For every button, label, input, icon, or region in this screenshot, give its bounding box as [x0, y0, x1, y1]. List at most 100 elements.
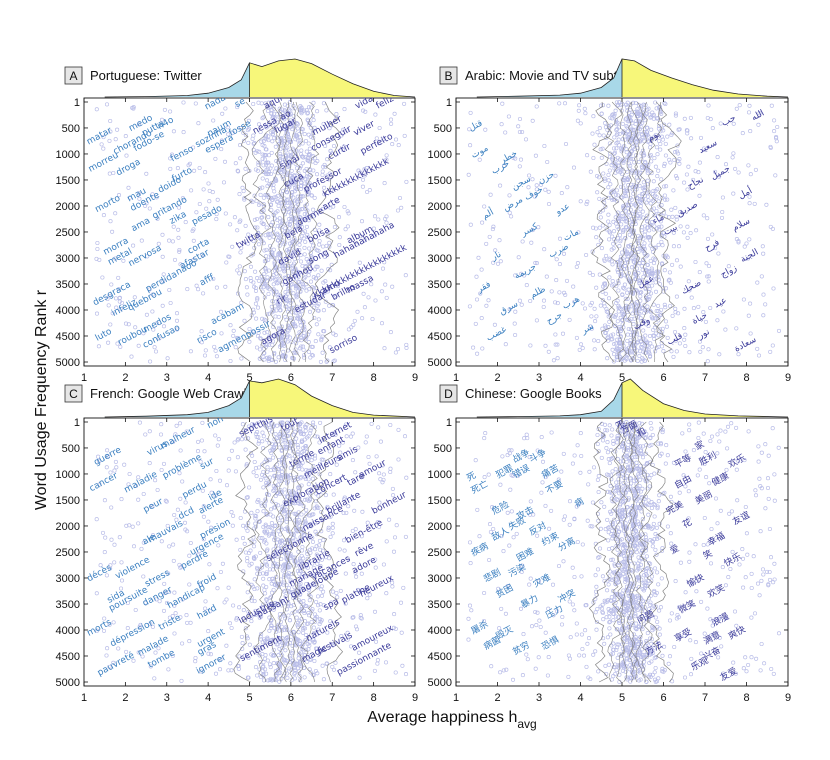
y-tick-label: 3000: [56, 253, 80, 265]
word-dot: [282, 641, 287, 646]
word-dot: [306, 647, 311, 652]
word-dot: [289, 123, 294, 128]
word-dot: [269, 441, 274, 446]
word-dot: [316, 464, 321, 469]
word-dot: [269, 207, 274, 213]
word-dot: [689, 656, 694, 661]
word-dot: [272, 292, 277, 297]
word-dot: [281, 115, 286, 120]
word-dot: [317, 222, 322, 227]
word-dot: [308, 279, 314, 284]
word-dot: [546, 349, 551, 354]
word-dot: [246, 241, 251, 246]
word-dot: [609, 259, 614, 264]
word-dot: [367, 592, 372, 597]
word-dot: [180, 597, 185, 602]
word-dot: [639, 125, 644, 130]
word-dot: [665, 197, 670, 202]
word-dot: [608, 154, 613, 159]
word-dot: [318, 420, 323, 425]
word-dot: [285, 328, 290, 333]
word-dot: [649, 641, 654, 646]
y-tick-label: 4000: [428, 305, 452, 317]
word-dot: [675, 612, 680, 618]
word-dot: [651, 197, 656, 202]
word-dot: [302, 168, 307, 173]
word-dot: [606, 172, 611, 177]
word-dot: [266, 215, 271, 220]
word-dot: [297, 242, 302, 247]
word-dot: [662, 122, 667, 127]
word-dot: [616, 163, 621, 168]
word-dot: [238, 515, 243, 521]
word-dot: [281, 580, 287, 585]
word-dot: [249, 278, 254, 284]
word-dot: [637, 279, 642, 284]
word-dot: [269, 652, 274, 657]
word-dot: [615, 120, 620, 125]
word-dot: [139, 238, 144, 243]
word-dot: [296, 630, 301, 635]
word-dot: [615, 210, 620, 215]
word-dot: [281, 334, 286, 339]
word-dot: [763, 302, 768, 307]
x-tick-label: 3: [164, 692, 170, 704]
word-dot: [602, 258, 607, 263]
word-dot: [645, 213, 650, 218]
word-dot: [320, 169, 325, 174]
word-dot: [656, 499, 661, 504]
word-dot: [310, 344, 315, 349]
word-dot: [630, 187, 635, 192]
word-dot: [314, 599, 319, 605]
word-dot: [628, 163, 633, 168]
word-dot: [301, 602, 306, 607]
word-dot: [268, 243, 273, 248]
x-tick-label: 5: [619, 372, 625, 384]
word-dot: [269, 451, 274, 456]
word-dot: [598, 303, 603, 308]
word-dot: [682, 326, 687, 331]
word-dot: [236, 666, 241, 671]
word-dot: [112, 468, 117, 473]
word-dot: [264, 254, 269, 259]
word-dot: [625, 254, 630, 259]
word-dot: [656, 441, 661, 446]
word-dot: [316, 627, 321, 632]
word-dot: [303, 647, 309, 652]
word-dot: [663, 101, 668, 107]
word-dot: [294, 522, 299, 527]
word-dot: [662, 302, 667, 307]
percentile-line: [276, 101, 286, 363]
word-dot: [303, 336, 308, 341]
distribution-outline: [476, 378, 789, 418]
word-dot: [291, 291, 296, 296]
word-dot: [683, 343, 688, 349]
word-dot: [339, 133, 344, 138]
word-dot: [273, 474, 278, 479]
word-dot: [614, 141, 619, 146]
word-dot: [201, 504, 206, 509]
word-dot: [276, 305, 281, 310]
word-dot: [202, 449, 207, 454]
word-dot: [647, 235, 652, 240]
word-dot: [303, 497, 308, 502]
word-dot: [335, 595, 340, 600]
word-dot: [159, 422, 164, 427]
word-dot: [335, 457, 341, 462]
word-dot: [301, 431, 306, 436]
word-dot: [294, 293, 299, 298]
word-dot: [606, 296, 612, 301]
word-dot: [251, 556, 256, 561]
word-dot: [631, 191, 636, 196]
word-dot: [509, 214, 514, 219]
word-dot: [154, 597, 159, 602]
word-dot: [657, 521, 662, 526]
word-dot: [663, 197, 668, 202]
word-dot: [252, 217, 257, 222]
word-dot: [367, 461, 372, 466]
word-dot: [297, 496, 302, 501]
word-dot: [306, 340, 311, 345]
word-dot: [268, 676, 273, 681]
word-dot: [167, 238, 172, 243]
word-dot: [121, 258, 126, 263]
